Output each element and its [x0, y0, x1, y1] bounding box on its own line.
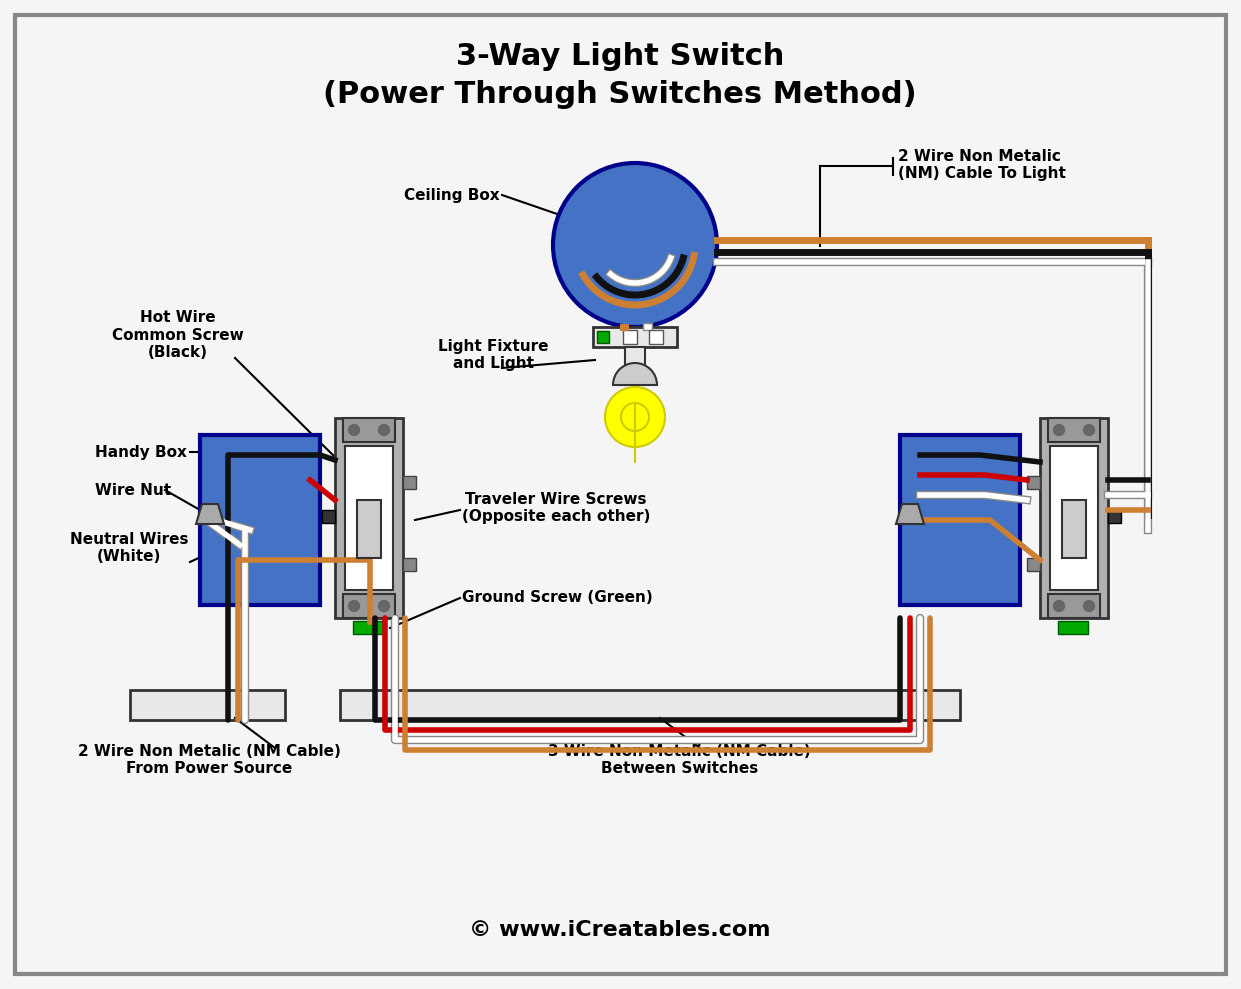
Bar: [345, 446, 393, 590]
Bar: [403, 558, 416, 571]
Circle shape: [1083, 424, 1095, 435]
Text: Ground Screw (Green): Ground Screw (Green): [462, 590, 653, 605]
Bar: [1040, 418, 1108, 618]
Bar: [200, 435, 320, 605]
Bar: [593, 327, 678, 347]
Circle shape: [379, 424, 390, 435]
Bar: [1062, 500, 1086, 558]
Bar: [343, 418, 395, 442]
Bar: [1059, 621, 1088, 634]
Circle shape: [349, 424, 360, 435]
Wedge shape: [613, 363, 656, 385]
Bar: [597, 331, 609, 343]
Text: 3 Wire Non Metalic (NM Cable)
Between Switches: 3 Wire Non Metalic (NM Cable) Between Sw…: [549, 744, 810, 776]
Bar: [1047, 418, 1100, 442]
Circle shape: [606, 387, 665, 447]
Bar: [900, 435, 1020, 605]
Circle shape: [379, 600, 390, 611]
Text: Hot Wire
Common Screw
(Black): Hot Wire Common Screw (Black): [112, 311, 243, 360]
Circle shape: [1054, 600, 1065, 611]
Text: Light Fixture
and Light: Light Fixture and Light: [438, 339, 549, 371]
Bar: [352, 621, 383, 634]
Circle shape: [349, 600, 360, 611]
Bar: [321, 510, 335, 523]
Bar: [1050, 446, 1098, 590]
Polygon shape: [196, 504, 223, 524]
Polygon shape: [896, 504, 925, 524]
Circle shape: [1083, 600, 1095, 611]
Text: Traveler Wire Screws
(Opposite each other): Traveler Wire Screws (Opposite each othe…: [462, 492, 650, 524]
Bar: [649, 330, 663, 344]
Bar: [1028, 476, 1040, 489]
Circle shape: [1054, 424, 1065, 435]
Bar: [1028, 558, 1040, 571]
Polygon shape: [620, 403, 649, 462]
Bar: [357, 500, 381, 558]
Bar: [335, 418, 403, 618]
Text: 2 Wire Non Metalic
(NM) Cable To Light: 2 Wire Non Metalic (NM) Cable To Light: [898, 148, 1066, 181]
Bar: [1108, 510, 1121, 523]
Text: 2 Wire Non Metalic (NM Cable)
From Power Source: 2 Wire Non Metalic (NM Cable) From Power…: [78, 744, 341, 776]
Text: Handy Box: Handy Box: [96, 444, 187, 460]
Bar: [1047, 594, 1100, 618]
Circle shape: [553, 163, 717, 327]
Bar: [130, 690, 285, 720]
Text: (Power Through Switches Method): (Power Through Switches Method): [323, 80, 917, 109]
Text: Ceiling Box: Ceiling Box: [405, 188, 500, 203]
Text: 3-Way Light Switch: 3-Way Light Switch: [455, 42, 784, 71]
Bar: [340, 690, 961, 720]
Bar: [625, 347, 645, 385]
Text: Neutral Wires
(White): Neutral Wires (White): [69, 532, 189, 564]
Bar: [403, 476, 416, 489]
Bar: [343, 594, 395, 618]
Bar: [623, 330, 637, 344]
Text: Wire Nut: Wire Nut: [96, 483, 171, 497]
Text: © www.iCreatables.com: © www.iCreatables.com: [469, 920, 771, 940]
